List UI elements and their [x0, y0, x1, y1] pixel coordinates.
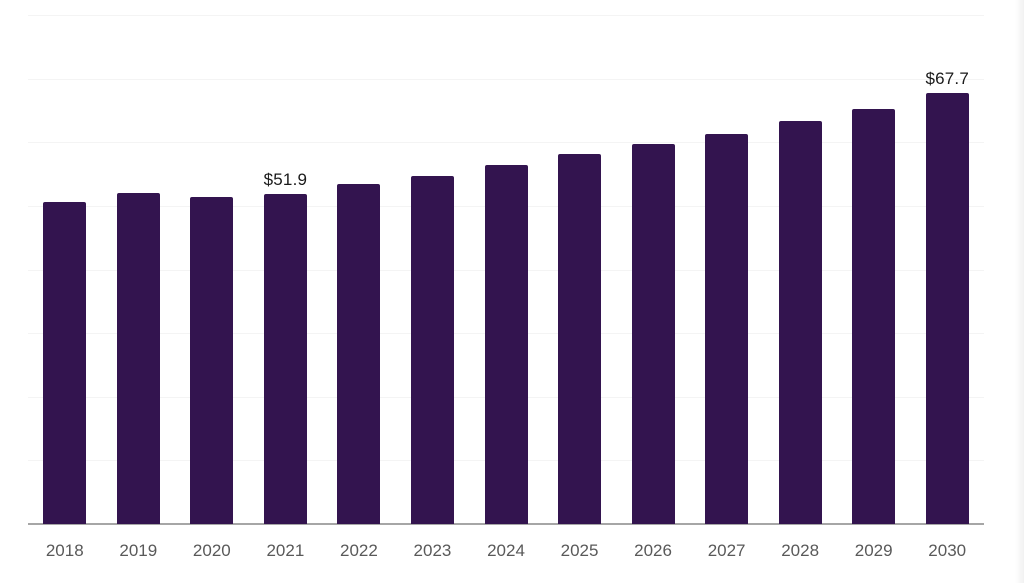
bar [190, 196, 234, 524]
bar [263, 193, 307, 524]
bar [925, 93, 969, 524]
x-axis-label: 2019 [119, 541, 158, 560]
data-label: $51.9 [263, 169, 308, 189]
x-axis-label: 2020 [192, 541, 231, 560]
x-axis-label: 2026 [634, 541, 672, 560]
gridline [28, 78, 984, 80]
bar [116, 192, 160, 524]
bar [337, 184, 381, 524]
bar [43, 202, 87, 524]
x-axis-label: 2018 [45, 541, 84, 560]
x-axis-label: 2029 [854, 541, 893, 560]
x-axis-label: 2027 [707, 541, 746, 560]
x-axis-label: 2021 [266, 541, 305, 560]
x-axis-label: 2023 [413, 541, 452, 560]
right-edge-strip [1015, 0, 1024, 583]
x-axis-label: 2022 [340, 541, 378, 560]
bar [705, 133, 749, 524]
bar [558, 154, 602, 524]
gridline [28, 142, 984, 144]
x-axis-label: 2028 [781, 541, 820, 560]
bar [484, 164, 528, 524]
x-axis-line [28, 523, 984, 525]
x-axis-label: 2025 [560, 541, 599, 560]
bar [778, 121, 822, 524]
bar [852, 108, 896, 524]
gridline [28, 15, 984, 16]
bar [631, 144, 675, 524]
data-label: $67.7 [925, 69, 969, 89]
x-axis-label: 2024 [487, 541, 525, 560]
bar [410, 175, 454, 524]
x-axis-label: 2030 [928, 541, 967, 560]
